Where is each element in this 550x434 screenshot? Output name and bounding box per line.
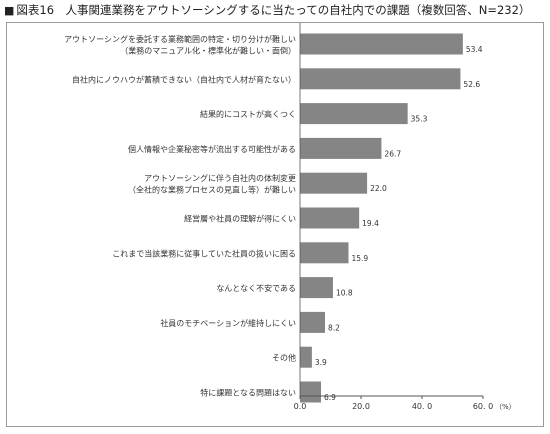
category-label: （全社的な業務プロセスの見直し等）が難しい xyxy=(128,184,296,194)
x-tick-label: 60. 0 xyxy=(473,402,493,411)
value-label: 35.3 xyxy=(411,115,428,124)
category-label: アウトソーシングを委託する業務範囲の特定・切り分けが難しい xyxy=(64,34,296,44)
category-label: なんとなく不安である xyxy=(216,283,296,293)
category-label: 個人情報や企業秘密等が流出する可能性がある xyxy=(128,144,296,154)
bar xyxy=(300,207,360,229)
category-label: 経営層や社員の理解が得にくい xyxy=(184,214,296,224)
bar xyxy=(300,137,382,159)
category-label: 自社内にノウハウが蓄積できない（自社内で人材が育たない） xyxy=(72,74,296,84)
bar xyxy=(300,311,326,333)
value-label: 8.2 xyxy=(328,323,340,332)
bar xyxy=(300,103,408,125)
value-label: 3.9 xyxy=(315,358,327,367)
category-label: その他 xyxy=(272,353,296,363)
bar xyxy=(300,277,333,299)
value-label: 53.4 xyxy=(466,45,483,54)
category-label: これまで当該業務に従事していた社員の扱いに困る xyxy=(112,248,296,258)
category-label: 社員のモチベーションが維持しにくい xyxy=(160,318,296,328)
bar xyxy=(300,68,461,90)
bar xyxy=(300,346,312,368)
value-label: 22.0 xyxy=(370,184,387,193)
value-label: 19.4 xyxy=(362,219,379,228)
chart-frame: 53.4 アウトソーシングを委託する業務範囲の特定・切り分けが難しい （業務のマニュ… xyxy=(6,22,544,427)
bar-chart: 53.4 アウトソーシングを委託する業務範囲の特定・切り分けが難しい（業務のマニュ… xyxy=(64,23,516,411)
category-label: アウトソーシングに伴う自社内の体制変更 xyxy=(144,173,296,183)
value-label: 10.8 xyxy=(336,289,353,298)
value-label: 6.9 xyxy=(324,393,336,402)
category-label: （業務のマニュアル化・標準化が難しい・面倒） xyxy=(120,45,296,55)
bar xyxy=(300,381,322,403)
x-tick-label: 20.0 xyxy=(352,402,370,411)
bar xyxy=(300,33,463,55)
x-tick-label: 0.0 xyxy=(294,402,307,411)
value-label: 26.7 xyxy=(384,149,401,158)
category-label: 特に課題となる問題はない xyxy=(200,388,296,398)
title-marker: ■ xyxy=(4,4,15,17)
category-label: 結果的にコストが高くつく xyxy=(200,109,296,119)
title-text: 図表16 人事関連業務をアウトソーシングするに当たっての自社内での課題（複数回答… xyxy=(16,3,531,17)
bar xyxy=(300,242,349,264)
bar xyxy=(300,172,368,194)
x-tick-label: 40. 0 xyxy=(412,402,432,411)
chart-title: ■ 図表16 人事関連業務をアウトソーシングするに当たっての自社内での課題（複数回… xyxy=(4,2,530,19)
x-axis-unit: （%） xyxy=(495,403,516,411)
value-label: 52.6 xyxy=(463,80,480,89)
value-label: 15.9 xyxy=(351,254,368,263)
